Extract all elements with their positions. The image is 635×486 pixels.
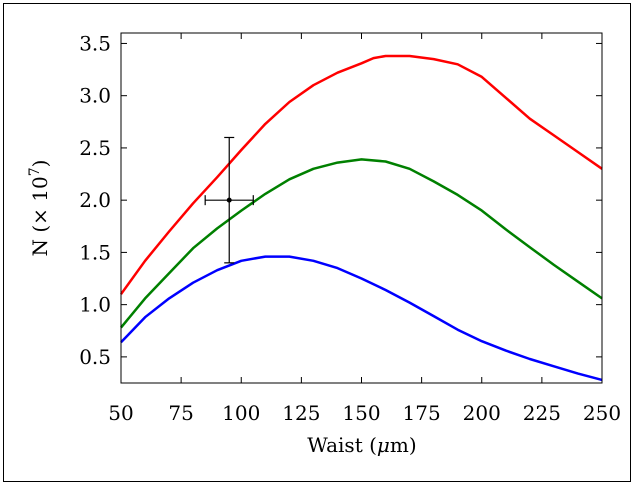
x-tick-label: 50 — [108, 401, 133, 425]
x-tick-label: 250 — [583, 401, 621, 425]
data-point — [226, 197, 232, 203]
x-tick-label: 100 — [222, 401, 260, 425]
x-tick-label: 125 — [282, 401, 320, 425]
axis-ticks — [120, 33, 603, 383]
y-tick-label: 2.5 — [79, 136, 111, 160]
tick-labels: 50 75 100 125 150 175 200 225 250 0.5 1.0 1.5 2.0 2.5… — [79, 31, 621, 425]
x-tick-label: 75 — [168, 401, 193, 425]
y-tick-label: 3.5 — [79, 31, 111, 55]
y-tick-label: 2.0 — [79, 188, 111, 212]
series-line-3 — [120, 255, 603, 382]
y-tick-label: 1.5 — [79, 240, 111, 264]
x-tick-label: 225 — [523, 401, 561, 425]
x-tick-label: 175 — [403, 401, 441, 425]
y-tick-label: 0.5 — [79, 345, 111, 369]
plot-area — [120, 32, 603, 384]
series-lines — [119, 54, 603, 382]
y-tick-label: 3.0 — [79, 84, 111, 108]
x-axis-title: Waist (μm) — [307, 433, 416, 457]
y-axis-title: N (× 107) — [27, 160, 52, 257]
series-line-2 — [120, 158, 603, 329]
data-point-errorbar — [204, 136, 254, 264]
x-tick-label: 150 — [342, 401, 380, 425]
series-line-1 — [119, 54, 603, 295]
x-tick-label: 200 — [463, 401, 501, 425]
y-tick-label: 1.0 — [79, 293, 111, 317]
